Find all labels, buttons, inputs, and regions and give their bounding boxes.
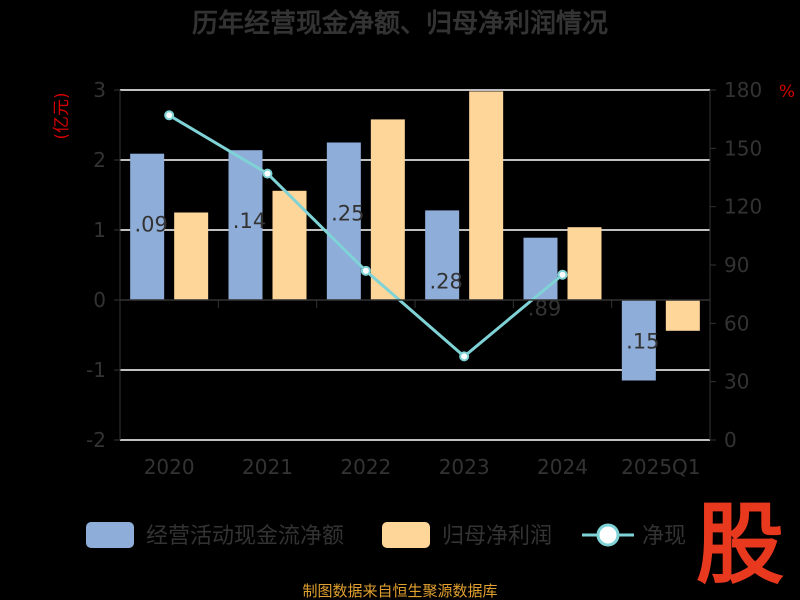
legend: 经营活动现金流净额 归母净利润 净现: [86, 522, 686, 549]
left-axis-unit: (亿元): [52, 92, 72, 139]
source-note: 制图数据来自恒生聚源数据库: [302, 582, 497, 600]
bar-data-label: .15: [626, 330, 659, 354]
ratio-point: [360, 265, 371, 276]
bar-cashflow: [326, 142, 361, 300]
watermark-logo: 股: [696, 493, 784, 596]
bar-cashflow: [425, 210, 460, 300]
y-tick-label: -1: [86, 358, 106, 382]
ratio-point: [557, 269, 568, 280]
chart-title: 历年经营现金净额、归母净利润情况: [192, 8, 608, 39]
right-axis-unit: %: [779, 82, 795, 102]
x-tick-label: 2024: [537, 455, 588, 479]
bar-profit: [665, 300, 700, 331]
bar-profit: [370, 119, 405, 301]
y-tick-label: 2: [93, 148, 106, 172]
x-tick-label: 2023: [439, 455, 490, 479]
bar-profit: [469, 91, 504, 301]
bar-cashflow: [523, 237, 558, 300]
y2-tick-label: 30: [724, 370, 749, 394]
bar-cashflow: [130, 153, 165, 300]
y2-tick-label: 120: [724, 195, 762, 219]
y-tick-label: -2: [86, 428, 106, 452]
y2-tick-label: 150: [724, 136, 762, 160]
legend-label-cashflow: 经营活动现金流净额: [146, 524, 344, 549]
legend-label-ratio: 净现: [642, 524, 686, 549]
y-tick-label: 0: [93, 288, 106, 312]
y-tick-label: 1: [93, 218, 106, 242]
bar-cashflow: [621, 300, 656, 381]
bar-data-label: .14: [233, 209, 266, 233]
bar-profit: [567, 227, 602, 300]
bars: [130, 91, 700, 381]
x-tick-label: 2020: [144, 455, 195, 479]
x-tick-label: 2022: [340, 455, 391, 479]
ratio-point: [164, 110, 175, 121]
x-tick-label: 2021: [242, 455, 293, 479]
y2-tick-label: 90: [724, 253, 749, 277]
bar-profit: [174, 212, 209, 300]
y2-tick-label: 180: [724, 78, 762, 102]
legend-swatch-point: [596, 523, 620, 547]
y-tick-label: 3: [93, 78, 106, 102]
legend-label-profit: 归母净利润: [442, 524, 552, 549]
legend-swatch-profit: [382, 522, 430, 548]
gridlines: [120, 89, 710, 441]
y2-tick-label: 0: [724, 428, 737, 452]
ratio-point: [262, 168, 273, 179]
y2-tick-label: 60: [724, 311, 749, 335]
bar-profit: [272, 190, 307, 300]
x-tick-label: 2025Q1: [621, 455, 700, 479]
bar-data-label: .25: [331, 202, 364, 226]
legend-swatch-cashflow: [86, 522, 134, 548]
bar-data-label: .28: [429, 269, 462, 293]
ratio-line: [164, 110, 568, 362]
bar-cashflow: [228, 150, 263, 300]
bar-data-label: .09: [134, 213, 167, 237]
ratio-point: [459, 351, 470, 362]
